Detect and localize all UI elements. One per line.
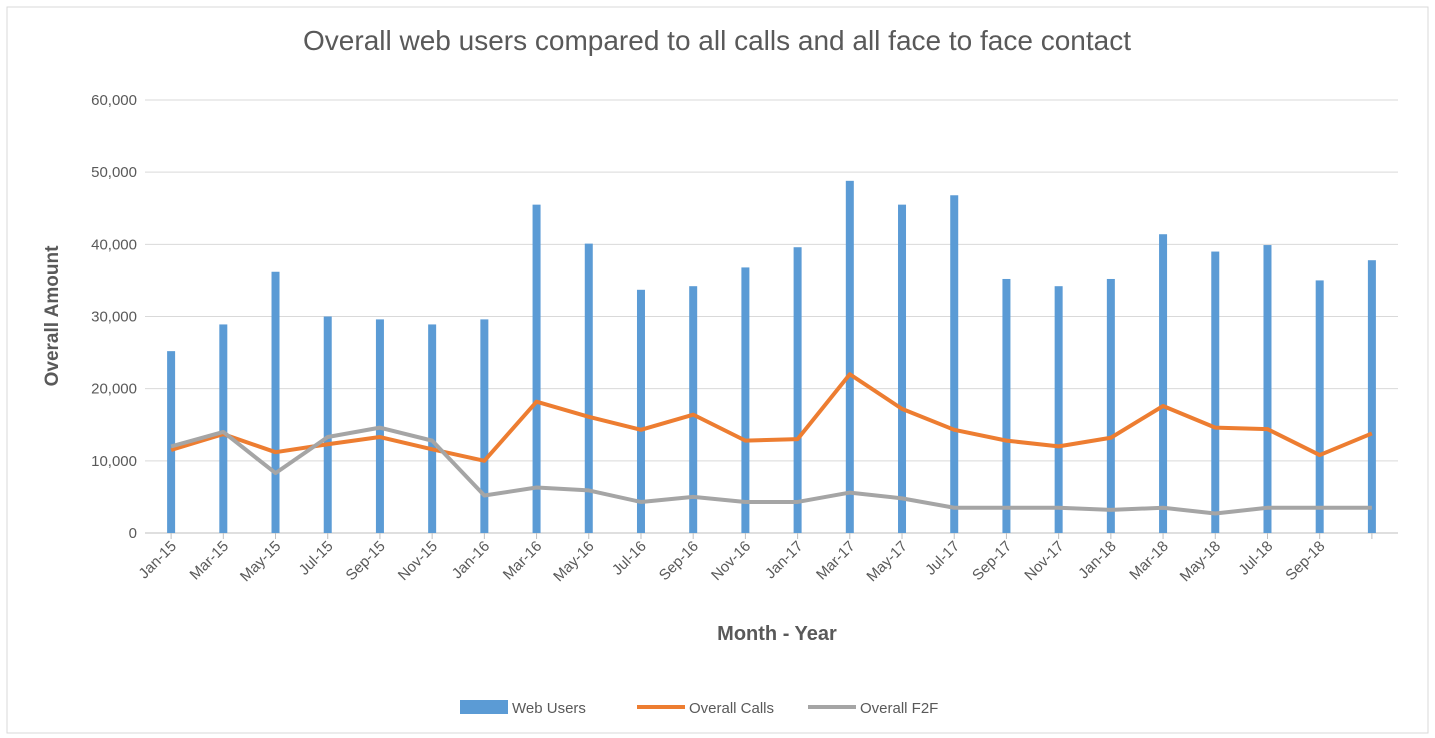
bar	[584, 243, 593, 533]
bar	[1263, 245, 1272, 533]
bar	[898, 204, 907, 533]
line-series	[170, 425, 1372, 516]
bar	[219, 324, 228, 533]
bar	[689, 286, 698, 533]
y-tick-label: 40,000	[91, 236, 137, 253]
bar	[1367, 260, 1376, 533]
bar	[532, 204, 541, 533]
bar	[636, 289, 645, 533]
bar	[428, 324, 437, 533]
x-axis-label: Month - Year	[717, 623, 837, 645]
y-tick-label: 0	[129, 525, 137, 542]
bar	[1211, 251, 1220, 534]
legend-label: Overall Calls	[689, 700, 774, 717]
bar	[1315, 280, 1324, 533]
legend-swatch	[460, 700, 508, 714]
bar	[793, 247, 802, 533]
y-tick-label: 30,000	[91, 309, 137, 326]
bar	[323, 316, 332, 533]
chart-title: Overall web users compared to all calls …	[303, 25, 1131, 56]
y-axis-label: Overall Amount	[42, 245, 63, 386]
legend-label: Web Users	[512, 700, 586, 717]
bar	[1159, 234, 1168, 534]
y-tick-label: 50,000	[91, 164, 137, 181]
bar	[480, 319, 489, 533]
legend-label: Overall F2F	[860, 700, 938, 717]
bar	[167, 351, 176, 533]
y-tick-label: 60,000	[91, 92, 137, 109]
bar	[271, 271, 280, 533]
bar	[1002, 278, 1011, 533]
bar	[845, 180, 854, 533]
y-tick-label: 10,000	[91, 453, 137, 470]
y-tick-label: 20,000	[91, 381, 137, 398]
bar	[741, 267, 750, 533]
bar	[1106, 278, 1115, 533]
chart-border	[6, 6, 1429, 734]
line-series	[170, 372, 1373, 463]
bar	[950, 195, 959, 533]
bar	[1054, 286, 1063, 533]
